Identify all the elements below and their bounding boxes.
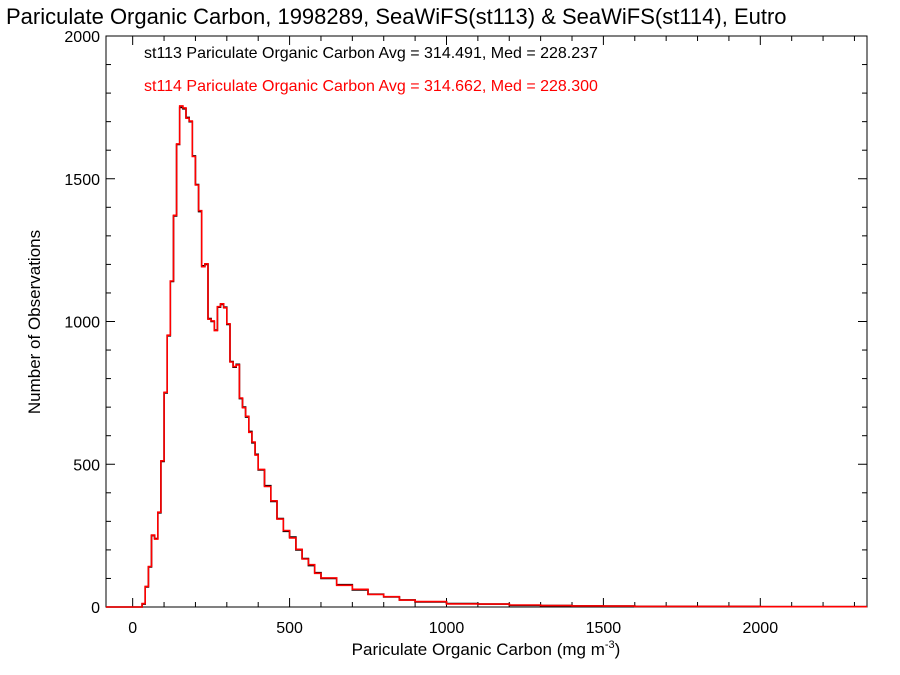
x-tick-label: 1500 [586,620,622,637]
y-tick-label: 1000 [64,315,100,332]
x-axis-label: Pariculate Organic Carbon (mg m-3) [352,639,621,659]
y-tick-label: 500 [73,457,100,474]
x-axis-label-superscript: -3 [605,639,615,651]
series-line-st113 [106,106,867,608]
plot-frame [105,35,868,608]
y-tick-label: 0 [91,600,100,617]
x-tick-label: 2000 [743,620,779,637]
series-line-st114 [106,105,867,608]
y-tick-label: 1500 [64,172,100,189]
legend-entry-st114: st114 Pariculate Organic Carbon Avg = 31… [144,78,598,95]
y-tick-label: 2000 [64,29,100,46]
series-layer [106,105,867,608]
x-axis-label-main: Pariculate Organic Carbon (mg m [352,640,605,659]
y-axis-label: Number of Observations [25,230,44,414]
x-axis: 0 500 1000 1500 2000 [128,36,855,637]
x-tick-label: 500 [276,620,303,637]
legend-entry-st113: st113 Pariculate Organic Carbon Avg = 31… [144,45,598,62]
x-axis-label-close: ) [615,640,621,659]
y-axis: 0 500 1000 1500 2000 [64,29,867,617]
chart-title: Pariculate Organic Carbon, 1998289, SeaW… [6,4,787,29]
x-tick-label: 1000 [429,620,465,637]
x-tick-label: 0 [128,620,137,637]
